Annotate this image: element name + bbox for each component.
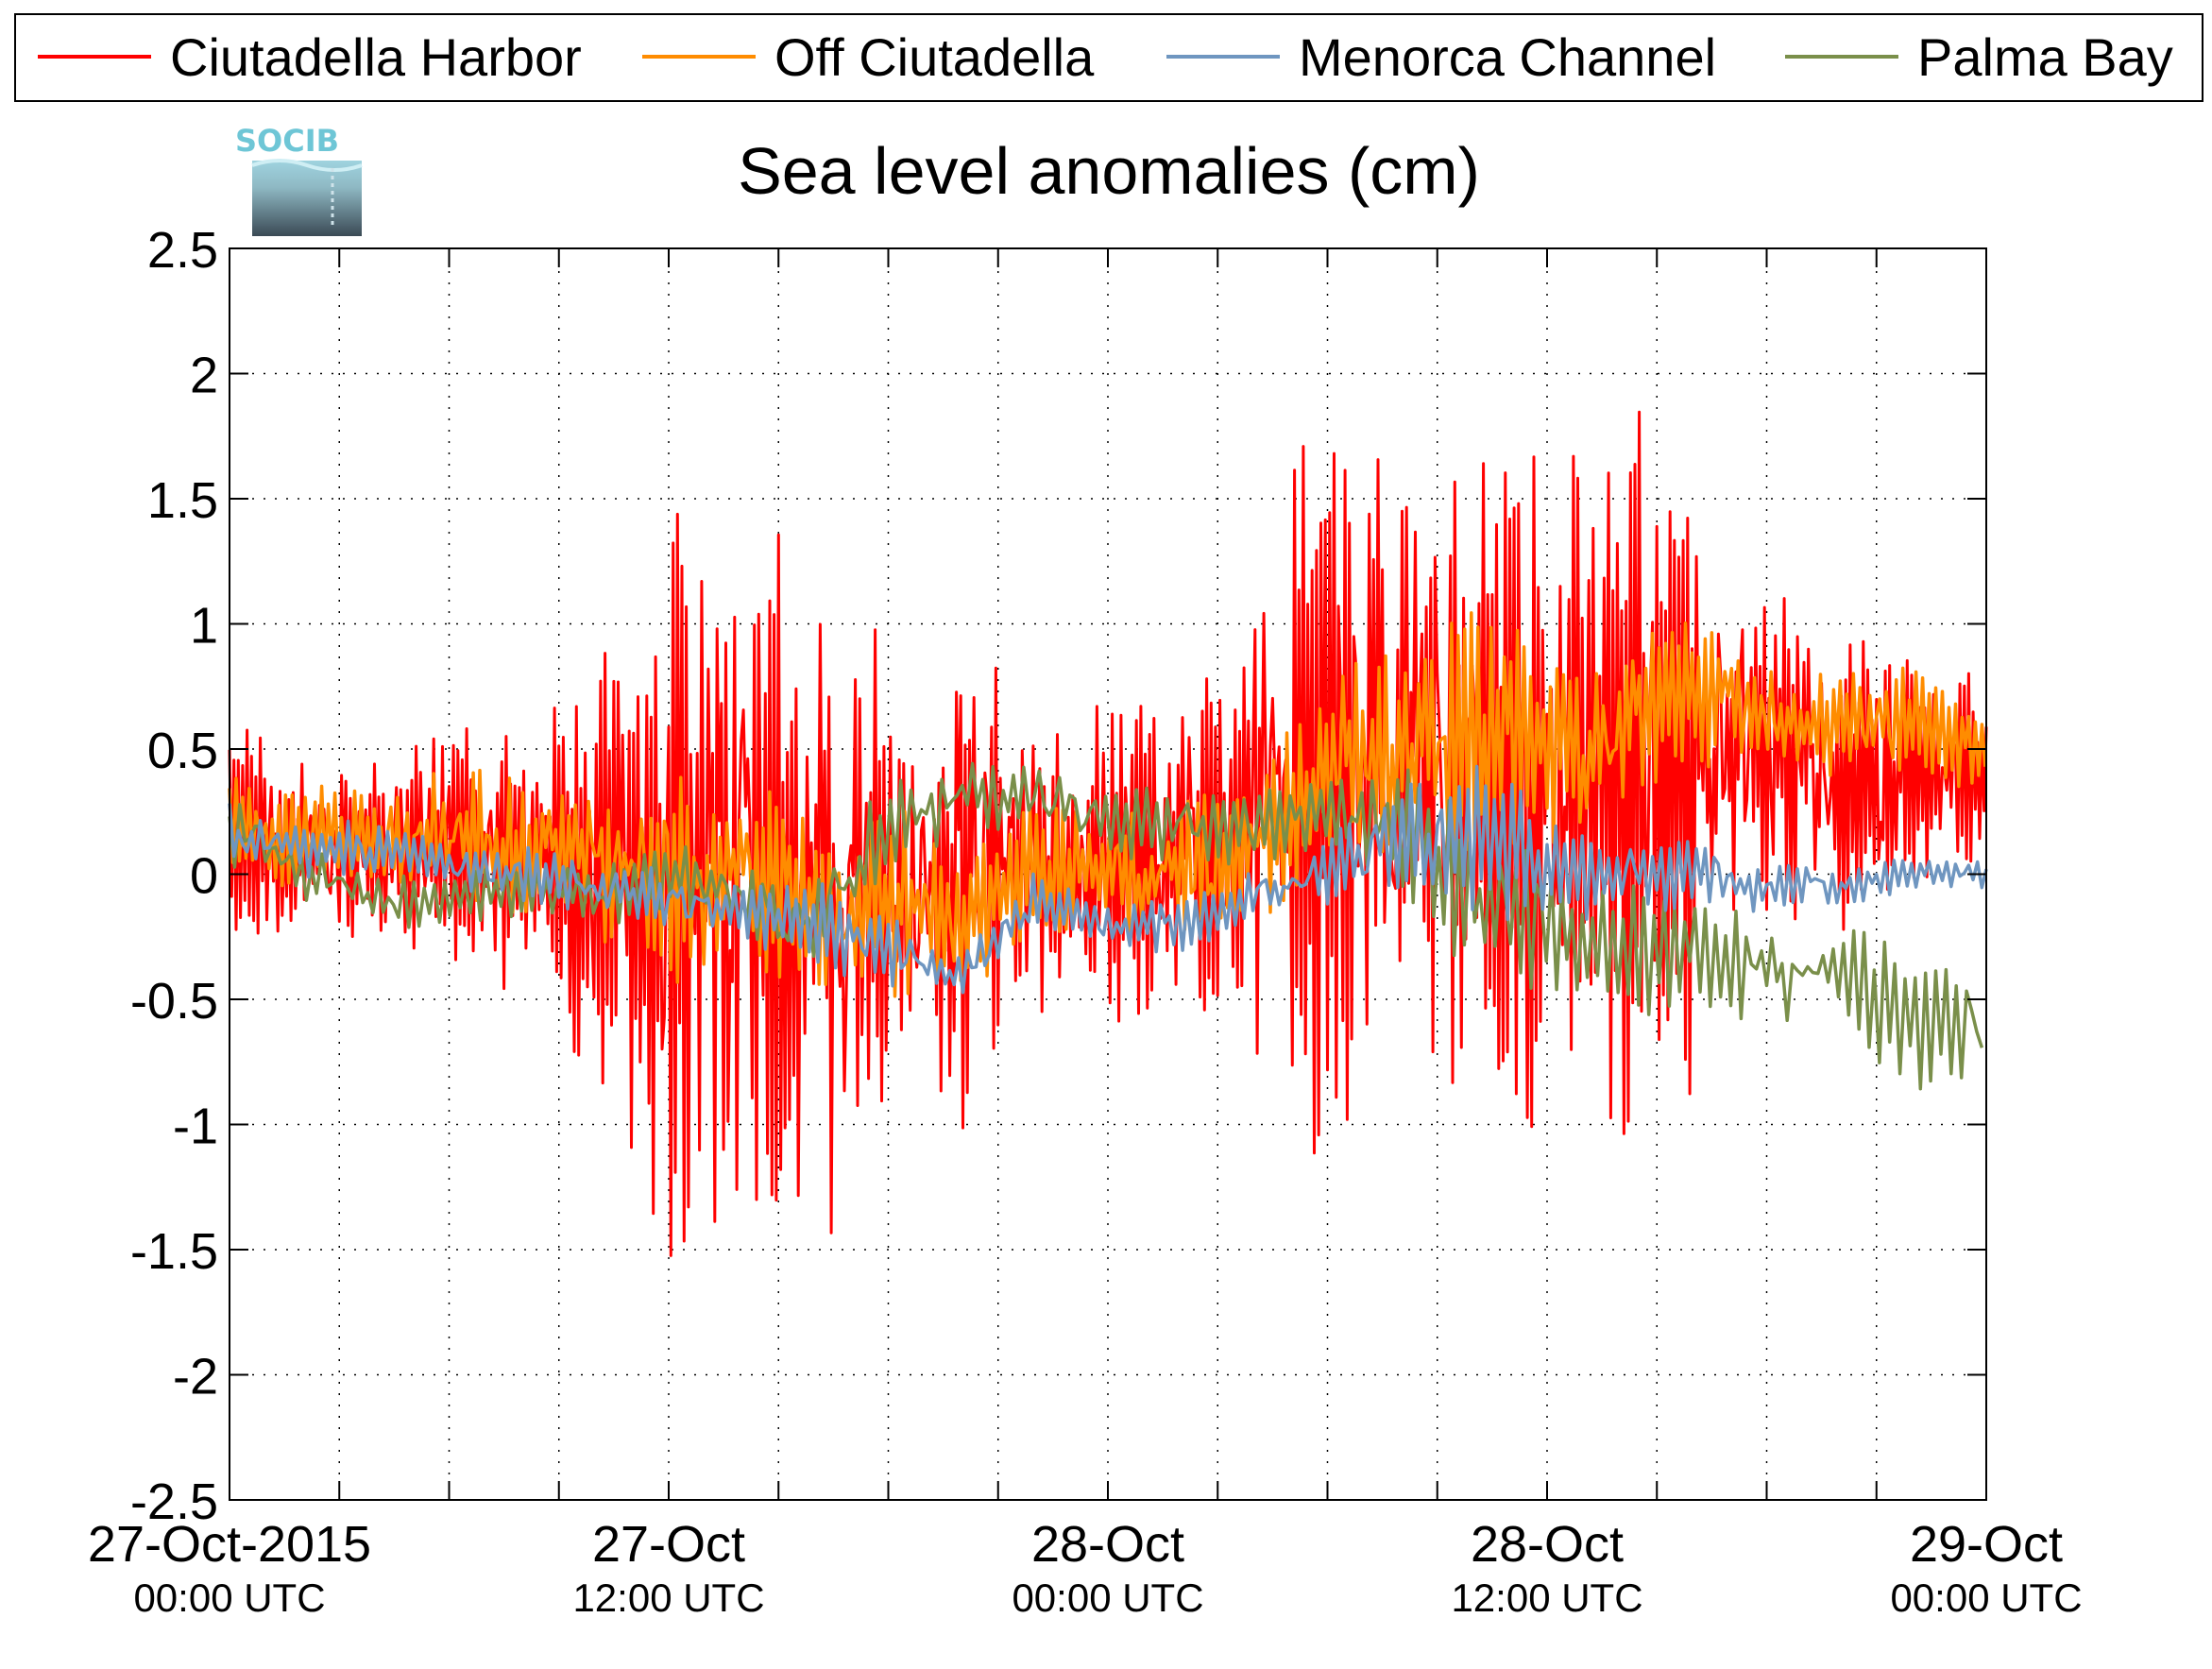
x-tick-label-time: 00:00 UTC [133, 1575, 325, 1620]
y-tick-label: 0.5 [147, 723, 218, 779]
x-tick-label-date: 28-Oct [1471, 1516, 1624, 1573]
y-tick-label: -1 [173, 1098, 218, 1155]
x-tick-label-time: 00:00 UTC [1012, 1575, 1203, 1620]
x-tick-label-time: 12:00 UTC [572, 1575, 764, 1620]
legend-label: Palma Bay [1917, 27, 2173, 87]
y-tick-label: 1 [190, 598, 218, 655]
x-tick-label-date: 27-Oct-2015 [88, 1516, 371, 1573]
y-tick-label: -1.5 [130, 1223, 218, 1280]
socib-logo: SOCIB [235, 123, 363, 236]
x-tick-label-date: 27-Oct [592, 1516, 745, 1573]
y-tick-label: -0.5 [130, 973, 218, 1030]
y-tick-label: 1.5 [147, 472, 218, 529]
logo-block [252, 161, 362, 236]
legend: Ciutadella Harbor Off Ciutadella Menorca C… [14, 13, 2203, 102]
series-layer [228, 410, 1988, 1257]
logo-wave [251, 159, 363, 172]
x-tick-label-date: 29-Oct [1910, 1516, 2063, 1573]
axis-ticks [229, 247, 1987, 1501]
series-line-off-ciutadella [228, 611, 1987, 998]
series-line-palma-bay [228, 761, 1984, 1091]
y-tick-labels: 2.5 2 1.5 1 0.5 0 -0.5 -1 -1.5 -2 -2.5 [130, 222, 218, 1530]
x-tick-label-date: 28-Oct [1031, 1516, 1184, 1573]
x-tick-label-time: 00:00 UTC [1890, 1575, 2082, 1620]
y-tick-label: 2 [190, 348, 218, 404]
y-tick-label: 0 [190, 848, 218, 905]
logo-text: SOCIB [235, 123, 339, 159]
series-line-menorca-channel [228, 764, 1988, 995]
legend-label: Off Ciutadella [774, 27, 1095, 87]
x-tick-label-time: 12:00 UTC [1451, 1575, 1642, 1620]
chart-title: Sea level anomalies (cm) [738, 134, 1480, 208]
legend-label: Ciutadella Harbor [170, 27, 582, 87]
y-tick-label: -2.5 [130, 1473, 218, 1530]
y-tick-label: -2 [173, 1349, 218, 1405]
legend-label: Menorca Channel [1299, 27, 1716, 87]
y-tick-label: 2.5 [147, 222, 218, 279]
